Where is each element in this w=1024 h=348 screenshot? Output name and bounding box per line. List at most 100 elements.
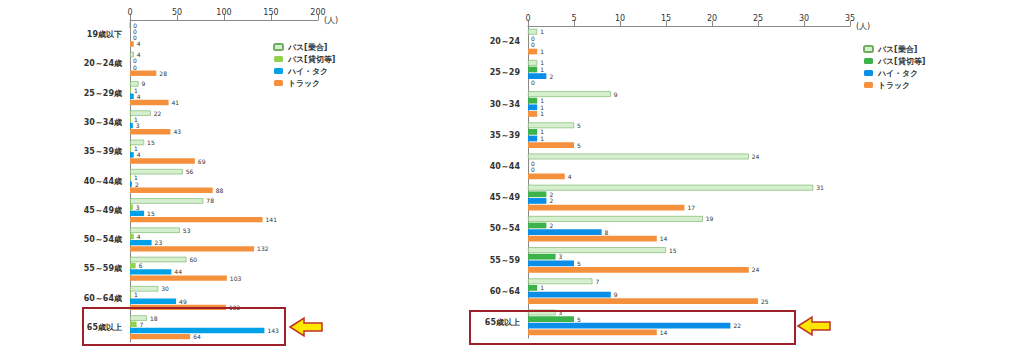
svg-text:17: 17 — [687, 204, 695, 211]
svg-text:7: 7 — [140, 321, 144, 328]
svg-text:バス[貸切等]: バス[貸切等] — [287, 55, 335, 64]
svg-text:20～24: 20～24 — [490, 37, 521, 46]
svg-text:44: 44 — [174, 268, 182, 275]
svg-text:22: 22 — [154, 110, 162, 117]
svg-text:4: 4 — [137, 151, 141, 158]
svg-text:20: 20 — [707, 14, 717, 23]
svg-text:4: 4 — [137, 51, 141, 58]
svg-text:9: 9 — [614, 291, 618, 298]
svg-text:9: 9 — [614, 91, 618, 98]
svg-text:0: 0 — [531, 41, 535, 48]
svg-text:103: 103 — [230, 275, 242, 282]
svg-text:ハイ・タク: ハイ・タク — [287, 67, 328, 76]
svg-text:141: 141 — [266, 216, 278, 223]
svg-text:14: 14 — [660, 235, 668, 242]
svg-text:25: 25 — [761, 298, 769, 305]
svg-text:45～49: 45～49 — [490, 193, 521, 202]
svg-text:30～34: 30～34 — [490, 100, 521, 109]
svg-text:60～64: 60～64 — [490, 287, 521, 296]
svg-text:35～39歳: 35～39歳 — [84, 147, 122, 156]
svg-text:24: 24 — [752, 153, 760, 160]
svg-text:0: 0 — [525, 14, 530, 23]
svg-text:2: 2 — [549, 222, 553, 229]
svg-text:143: 143 — [267, 327, 279, 334]
svg-text:1: 1 — [540, 66, 544, 73]
svg-text:55～59歳: 55～59歳 — [84, 264, 122, 273]
svg-text:78: 78 — [206, 197, 214, 204]
svg-text:1: 1 — [134, 291, 138, 298]
svg-text:25～29歳: 25～29歳 — [84, 89, 122, 98]
svg-text:19歳以下: 19歳以下 — [87, 30, 122, 39]
svg-text:35～39: 35～39 — [490, 131, 521, 140]
svg-text:9: 9 — [141, 80, 145, 87]
svg-text:64: 64 — [193, 333, 201, 340]
svg-text:5: 5 — [577, 260, 581, 267]
svg-text:88: 88 — [216, 187, 224, 194]
svg-text:41: 41 — [172, 99, 180, 106]
svg-text:10: 10 — [615, 14, 625, 23]
svg-text:28: 28 — [159, 70, 167, 77]
svg-text:15: 15 — [147, 210, 155, 217]
svg-text:43: 43 — [173, 128, 181, 135]
svg-text:2: 2 — [549, 73, 553, 80]
svg-text:5: 5 — [577, 316, 581, 323]
svg-text:バス[乗合]: バス[乗合] — [877, 45, 917, 54]
svg-text:1: 1 — [540, 28, 544, 35]
svg-text:1: 1 — [540, 110, 544, 117]
svg-text:0: 0 — [531, 166, 535, 173]
svg-text:53: 53 — [183, 227, 191, 234]
svg-text:バス[貸切等]: バス[貸切等] — [877, 57, 925, 66]
svg-text:18: 18 — [150, 315, 158, 322]
svg-text:20～24歳: 20～24歳 — [84, 59, 122, 68]
svg-text:ハイ・タク: ハイ・タク — [877, 69, 918, 78]
svg-text:2: 2 — [135, 181, 139, 188]
svg-text:5: 5 — [577, 142, 581, 149]
svg-text:50: 50 — [172, 8, 182, 17]
svg-text:23: 23 — [155, 239, 163, 246]
svg-text:60～64歳: 60～64歳 — [84, 294, 122, 303]
svg-text:トラック: トラック — [288, 79, 320, 88]
svg-text:7: 7 — [595, 278, 599, 285]
svg-text:15: 15 — [669, 247, 677, 254]
svg-text:5: 5 — [571, 14, 576, 23]
svg-text:50～54歳: 50～54歳 — [84, 235, 122, 244]
svg-text:30～34歳: 30～34歳 — [84, 118, 122, 127]
svg-text:30: 30 — [161, 285, 169, 292]
svg-text:30: 30 — [799, 14, 809, 23]
svg-text:65歳以上: 65歳以上 — [485, 318, 520, 327]
svg-text:200: 200 — [310, 8, 325, 17]
svg-text:31: 31 — [816, 184, 824, 191]
svg-text:49: 49 — [179, 298, 187, 305]
svg-text:15: 15 — [147, 139, 155, 146]
svg-text:100: 100 — [216, 8, 231, 17]
svg-text:24: 24 — [752, 266, 760, 273]
svg-text:6: 6 — [139, 262, 143, 269]
svg-text:トラック: トラック — [878, 81, 910, 90]
svg-text:22: 22 — [733, 322, 741, 329]
svg-text:3: 3 — [136, 122, 140, 129]
svg-text:60: 60 — [189, 256, 197, 263]
svg-text:56: 56 — [186, 168, 194, 175]
svg-text:バス[乗合]: バス[乗合] — [287, 43, 327, 52]
svg-text:55～59: 55～59 — [490, 256, 521, 265]
svg-text:3: 3 — [136, 204, 140, 211]
svg-text:35: 35 — [845, 14, 855, 23]
svg-text:0: 0 — [127, 8, 132, 17]
svg-text:50～54: 50～54 — [490, 224, 521, 233]
svg-text:25～29: 25～29 — [490, 68, 521, 77]
svg-text:8: 8 — [605, 229, 609, 236]
svg-text:(人): (人) — [856, 22, 870, 31]
svg-text:5: 5 — [577, 122, 581, 129]
svg-text:4: 4 — [137, 233, 141, 240]
svg-text:(人): (人) — [324, 16, 338, 25]
svg-text:0: 0 — [531, 79, 535, 86]
svg-text:3: 3 — [559, 253, 563, 260]
svg-text:4: 4 — [137, 40, 141, 47]
svg-text:4: 4 — [568, 173, 572, 180]
svg-text:1: 1 — [540, 135, 544, 142]
svg-text:0: 0 — [133, 64, 137, 71]
svg-text:14: 14 — [660, 329, 668, 336]
svg-text:45～49歳: 45～49歳 — [84, 206, 122, 215]
svg-text:1: 1 — [540, 48, 544, 55]
svg-text:40～44歳: 40～44歳 — [84, 177, 122, 186]
